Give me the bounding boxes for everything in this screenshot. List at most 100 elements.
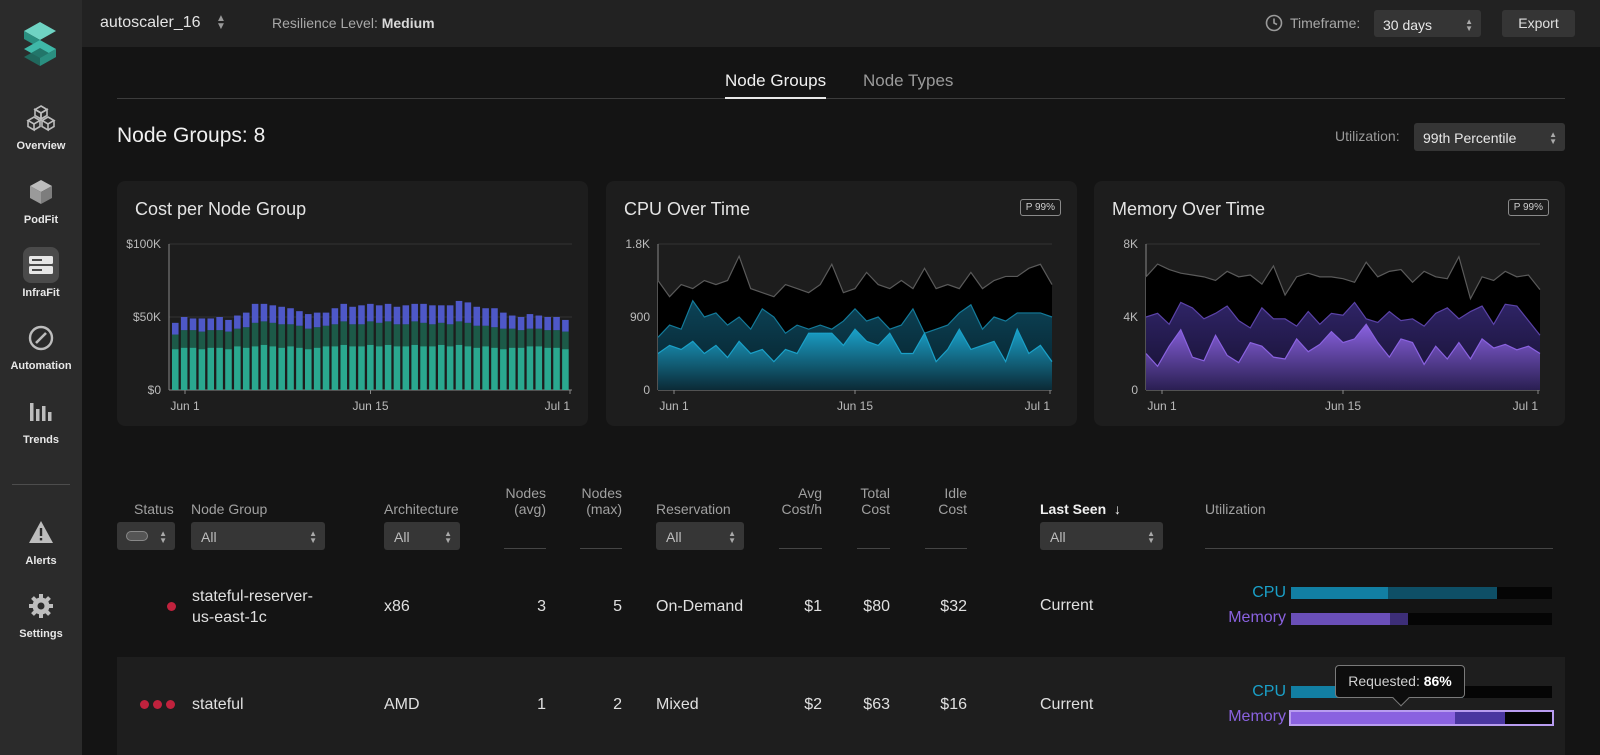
header-status[interactable]: Status [134,501,174,517]
sidebar-item-infrafit[interactable]: InfraFit [0,247,82,307]
cost-bar-segment [358,305,365,325]
header-node-group[interactable]: Node Group [191,501,268,517]
cost-bar-segment [207,347,215,390]
bar-chart-icon [23,394,59,430]
memory-chart: 8K 4K 0 Jun 1 Jun 15 Jul 1 [1123,237,1541,413]
architecture: x86 [384,598,410,615]
cost-bar-segment [331,346,339,390]
cost-bar-segment [491,347,498,390]
cost-bar-segment [526,346,534,390]
cost-bar-segment [305,314,312,329]
x-tick-label: Jun 15 [837,399,873,413]
cost-bar-segment [393,324,401,347]
cost-bar-segment [455,321,463,345]
cost-bar-segment [216,330,223,348]
header-line: Idle [944,485,967,501]
cost-bar-segment [438,322,445,345]
cost-bar-segment [473,306,481,326]
x-tick-label: Jul 1 [545,399,571,413]
memory-chart-card: Memory Over Time P 99% 8K 4K 0 Jun 1 Jun 15 J… [1094,181,1565,426]
cost-bar-segment [517,330,525,348]
cpu-label: CPU [1252,584,1286,601]
cost-bar-segment [305,349,312,390]
cpu-utilization-bar[interactable] [1291,587,1552,599]
cost-bar-segment [189,347,197,390]
sidebar-item-label: Trends [22,434,60,446]
sidebar-item-podfit[interactable]: PodFit [0,174,82,234]
cost-bar-segment [402,346,410,390]
tab-node-groups[interactable]: Node Groups [725,71,827,99]
cost-bar-segment [429,346,436,390]
sidebar-item-alerts[interactable]: Alerts [0,515,82,575]
sidebar-item-settings[interactable]: Settings [0,588,82,648]
chart-title: CPU Over Time [624,199,751,219]
header-last-seen[interactable]: Last Seen ↓ [1040,501,1121,517]
status-filter-toggle[interactable]: ▲ ▼ [117,522,175,550]
header-line: (avg) [514,501,546,517]
header-line: Cost/h [781,501,822,517]
requested-tooltip: Requested: 86% [1335,665,1465,707]
percentile-badge: P 99% [1019,199,1061,216]
utilization-value: 99th Percentile [1423,130,1517,146]
header-idle-cost[interactable]: Idle Cost [917,485,967,517]
header-nodes-avg[interactable]: Nodes (avg) [496,485,546,517]
sidebar-item-automation[interactable]: Automation [0,320,82,380]
table-row[interactable]: stateful AMD 1 2 Mixed $2 $63 $16 Curren… [117,657,1565,755]
header-architecture[interactable]: Architecture [384,501,459,517]
header-reservation[interactable]: Reservation [656,501,731,517]
cost-bar-segment [340,344,348,390]
header-total-cost[interactable]: Total Cost [840,485,890,517]
architecture-filter[interactable]: All ▲ ▼ [384,522,460,550]
cost-bar-segment [464,322,472,347]
cost-bar-segment [375,305,383,323]
memory-utilization-bar[interactable] [1289,710,1554,726]
reservation-filter[interactable]: All ▲ ▼ [656,522,744,550]
cost-bar-segment [455,344,463,390]
memory-label: Memory [1228,708,1286,725]
cost-bar-segment [242,347,250,390]
status-dot [166,700,175,709]
cost-bar-segment [278,324,285,348]
cost-bar-segment [287,308,294,325]
header-line: Avg [798,485,822,501]
cluster-selector[interactable]: autoscaler_16 ▲ ▼ [100,14,226,32]
utilization-select[interactable]: 99th Percentile ▲ ▼ [1414,123,1565,151]
x-tick-label: Jun 15 [352,399,388,413]
cost-bar-segment [207,330,215,348]
cost-bar-segment [384,344,392,390]
resilience-label: Resilience Level: [272,15,378,31]
node-group-filter[interactable]: All ▲ ▼ [191,522,325,550]
filter-value: All [394,529,410,545]
sidebar-item-overview[interactable]: Overview [0,100,82,160]
header-avg-cost[interactable]: Avg Cost/h [772,485,822,517]
node-group-line: stateful-reserver- [192,588,313,605]
percentile-badge: P 99% [1507,199,1549,216]
memory-utilization-bar[interactable] [1291,613,1552,625]
logo-icon[interactable] [22,22,58,66]
nodes-max: 5 [613,598,622,615]
sidebar-item-trends[interactable]: Trends [0,394,82,454]
cost-bar-segment [562,331,569,350]
cost-bar-segment [340,303,348,322]
y-tick-label: 8K [1123,237,1138,251]
cost-bar-segment [349,306,356,325]
cost-bar-segment [349,324,356,347]
export-button[interactable]: Export [1502,10,1575,37]
last-seen-filter[interactable]: All ▲ ▼ [1040,522,1163,550]
timeframe-select[interactable]: 30 days ▲ ▼ [1374,10,1481,37]
header-nodes-max[interactable]: Nodes (max) [572,485,622,517]
x-tick-label: Jun 1 [659,399,689,413]
cost-bar-segment [473,325,481,348]
filter-underline [779,548,822,549]
cost-bar-segment [296,311,303,326]
cost-bar-segment [278,347,285,390]
table-row[interactable]: stateful-reserver- us-east-1c x86 3 5 On… [117,558,1565,656]
cost-bar-segment [508,315,516,329]
total-cost: $80 [863,598,890,615]
sort-arrow-down-icon: ↓ [1114,501,1122,517]
cost-bar-segment [402,305,410,325]
header-line: Cost [861,501,890,517]
tab-node-types[interactable]: Node Types [863,71,954,90]
y-tick-label: $50K [133,310,161,324]
